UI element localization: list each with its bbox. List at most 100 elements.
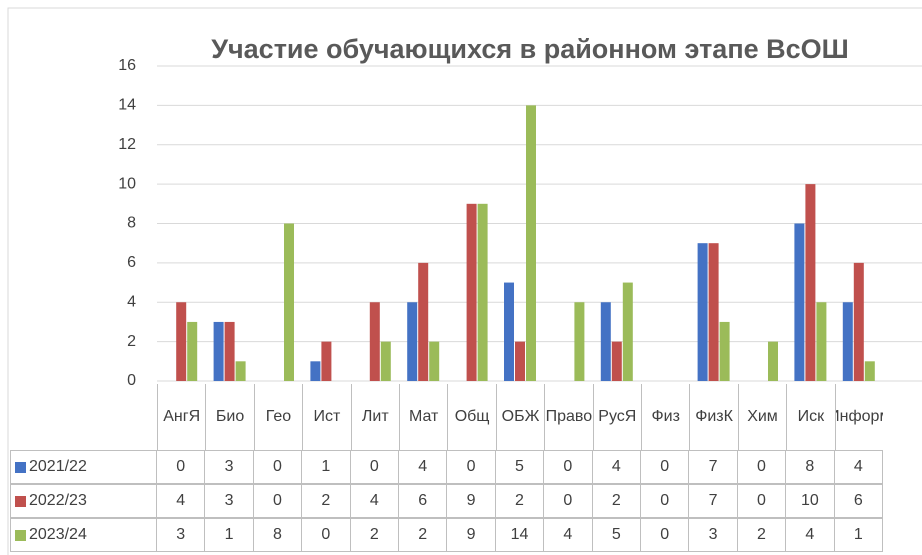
x-tick-label: Гео	[253, 384, 302, 450]
bar	[504, 282, 514, 381]
y-tick-label: 4	[127, 293, 136, 310]
bar	[515, 341, 525, 381]
bar	[466, 203, 477, 381]
table-value: 5	[592, 518, 641, 552]
table-value: 7	[689, 484, 738, 518]
bar	[708, 243, 719, 381]
table-value: 0	[641, 518, 690, 552]
bar	[418, 262, 429, 381]
table-value: 4	[786, 518, 835, 552]
table-value: 2	[592, 484, 641, 518]
table-value: 2	[495, 484, 545, 518]
legend-label: 2022/23	[29, 492, 87, 509]
table-value: 3	[689, 518, 738, 552]
x-tick-label: Лит	[350, 384, 399, 450]
x-tick-label: Общ	[447, 384, 495, 450]
bar	[794, 223, 805, 381]
bar	[805, 184, 816, 381]
table-value: 0	[641, 450, 690, 484]
bar	[864, 361, 875, 381]
table-value: 0	[253, 484, 303, 518]
table-value: 5	[495, 450, 545, 484]
legend-label: 2021/22	[29, 458, 87, 475]
bar	[477, 203, 488, 381]
legend-entry: 2023/24	[10, 518, 157, 552]
y-tick-label: 12	[118, 136, 136, 153]
y-tick-label: 8	[127, 215, 136, 232]
table-value: 4	[399, 450, 448, 484]
bar	[187, 321, 198, 381]
bar	[213, 321, 224, 381]
table-value: 2	[399, 518, 448, 552]
bar	[284, 223, 294, 381]
table-value: 0	[544, 450, 593, 484]
table-value: 0	[737, 484, 787, 518]
table-value: 8	[786, 450, 835, 484]
y-tick-label: 6	[127, 254, 136, 271]
table-value: 9	[447, 484, 496, 518]
bar	[526, 105, 536, 381]
bar	[235, 361, 246, 381]
table-value: 9	[447, 518, 496, 552]
table-value: 2	[737, 518, 787, 552]
y-tick-label: 10	[118, 175, 136, 192]
table-value: 3	[205, 450, 254, 484]
table-value: 4	[350, 484, 399, 518]
table-value: 1	[205, 518, 254, 552]
x-tick-label: Информ	[834, 384, 883, 450]
table-value: 2	[302, 484, 351, 518]
table-value: 0	[302, 518, 351, 552]
bar	[380, 341, 391, 381]
bar	[574, 302, 585, 381]
bar	[321, 341, 332, 381]
bar	[176, 302, 187, 381]
legend-swatch	[15, 529, 26, 541]
table-value: 0	[641, 484, 690, 518]
bar	[369, 302, 380, 381]
x-tick-label: Био	[205, 384, 253, 450]
table-value: 4	[592, 450, 641, 484]
bar	[600, 302, 611, 381]
y-tick-label: 16	[118, 57, 136, 74]
table-value: 1	[302, 450, 351, 484]
x-tick-label: Физ	[641, 384, 689, 450]
table-value: 6	[399, 484, 448, 518]
x-tick-label: Хим	[737, 384, 786, 450]
table-value: 7	[689, 450, 738, 484]
bar	[429, 341, 440, 381]
table-value: 4	[834, 450, 883, 484]
bar	[224, 321, 235, 381]
legend-swatch	[15, 495, 26, 507]
table-value: 0	[737, 450, 787, 484]
y-tick-label: 14	[118, 97, 136, 114]
bar	[611, 341, 622, 381]
table-value: 6	[834, 484, 883, 518]
table-value: 0	[157, 450, 206, 484]
chart-border	[7, 7, 922, 555]
table-value: 8	[253, 518, 303, 552]
chart-title: Участие обучающихся в районном этапе ВсО…	[211, 34, 849, 64]
bar	[407, 302, 418, 381]
y-tick-label: 2	[127, 333, 136, 350]
table-value: 0	[544, 484, 593, 518]
legend-swatch	[15, 461, 26, 473]
table-value: 2	[350, 518, 399, 552]
table-value: 1	[834, 518, 883, 552]
y-tick-label: 0	[127, 372, 136, 389]
bar	[768, 341, 778, 381]
bar	[697, 243, 708, 381]
legend-entry: 2022/23	[10, 484, 157, 518]
table-value: 4	[157, 484, 206, 518]
bar	[622, 282, 633, 381]
x-tick-label: Иск	[786, 384, 834, 450]
bar	[719, 321, 730, 381]
x-tick-label: Право	[544, 384, 592, 450]
x-tick-label: Ист	[302, 384, 350, 450]
x-tick-label: ФизК	[689, 384, 737, 450]
table-value: 10	[786, 484, 835, 518]
x-tick-label: Мат	[399, 384, 447, 450]
bar	[816, 302, 827, 381]
table-value: 0	[447, 450, 496, 484]
